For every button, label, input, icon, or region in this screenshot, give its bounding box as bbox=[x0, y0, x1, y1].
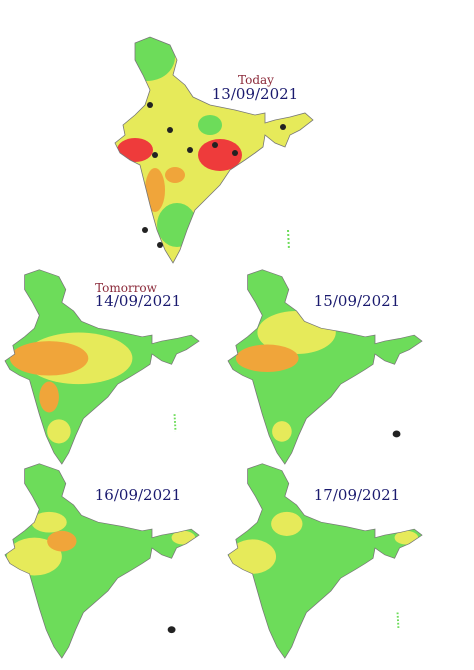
date: 16/09/2021 bbox=[95, 486, 181, 504]
date: 15/09/2021 bbox=[314, 292, 400, 310]
date: 13/09/2021 bbox=[212, 85, 298, 103]
date: 17/09/2021 bbox=[314, 486, 400, 504]
map-today bbox=[114, 36, 314, 264]
day-label: Tomorrow bbox=[95, 281, 158, 295]
date: 14/09/2021 bbox=[95, 292, 181, 310]
day-label: Today bbox=[238, 73, 274, 87]
